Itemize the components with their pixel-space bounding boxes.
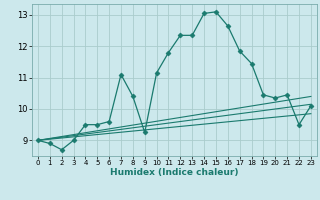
X-axis label: Humidex (Indice chaleur): Humidex (Indice chaleur) [110, 168, 239, 177]
